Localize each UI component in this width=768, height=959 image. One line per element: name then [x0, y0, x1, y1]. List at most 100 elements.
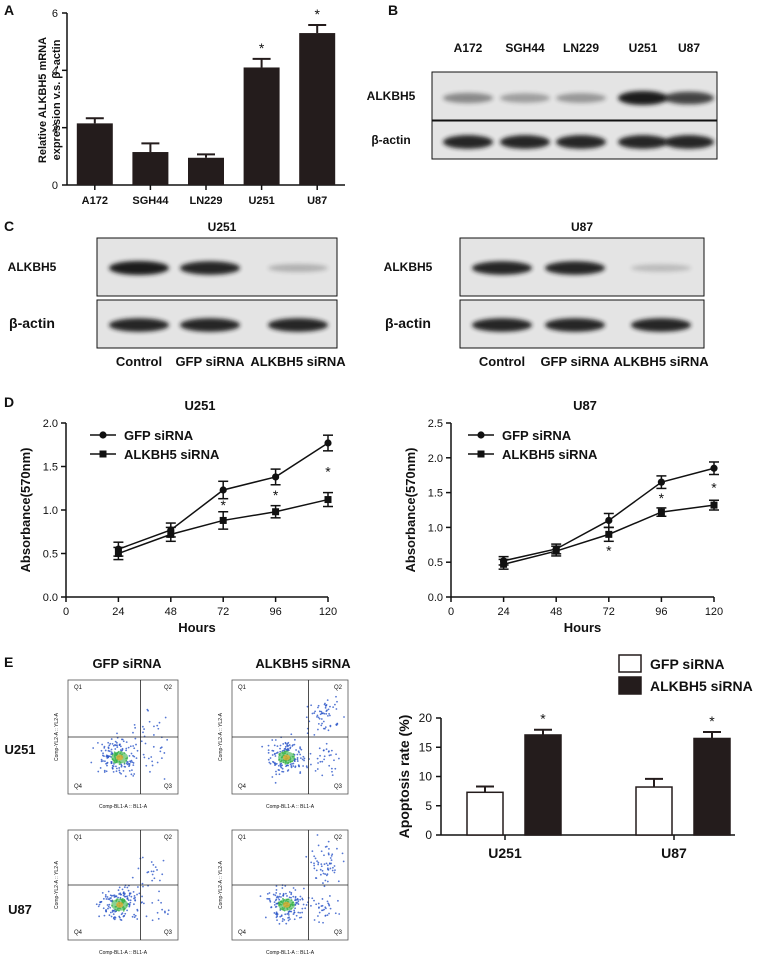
flow-dot — [156, 724, 159, 727]
flow-dot — [313, 919, 316, 921]
flow-dot — [302, 887, 305, 890]
flow-dot — [296, 760, 299, 762]
legend-marker — [477, 450, 485, 458]
flow-dot — [128, 763, 131, 765]
data-point — [272, 473, 280, 481]
flow-dot — [103, 914, 106, 917]
flow-dot — [278, 922, 281, 925]
flow-dot — [273, 912, 276, 914]
flow-dot — [133, 895, 136, 897]
flow-dot — [314, 877, 317, 879]
flow-dot — [149, 770, 151, 773]
y-axis-label: Apoptosis rate (%) — [396, 715, 412, 839]
flow-dot — [314, 710, 317, 713]
flow-dot — [276, 919, 278, 921]
x-tick-label: U251 — [488, 845, 522, 861]
flow-dot — [129, 745, 132, 748]
flow-dot — [147, 757, 150, 760]
blot-row-label: ALKBH5 — [367, 89, 416, 103]
flow-dot — [267, 749, 270, 752]
flow-dot — [321, 722, 323, 725]
flow-dot — [289, 763, 292, 766]
flow-dot — [132, 890, 135, 893]
flow-dot — [284, 885, 287, 887]
legend-label: ALKBH5 siRNA — [650, 678, 753, 694]
flow-dot — [134, 726, 137, 729]
flow-dot — [273, 744, 276, 747]
flow-dot — [151, 901, 154, 904]
flow-dot — [268, 761, 271, 764]
flow-dot — [128, 894, 131, 897]
flow-col-title: GFP siRNA — [92, 656, 162, 671]
flow-dot — [267, 744, 270, 747]
x-tick-label: 0 — [63, 606, 69, 618]
flow-dot — [318, 717, 321, 720]
flow-dot — [287, 919, 290, 922]
flow-dot — [120, 763, 123, 766]
flow-dot — [322, 921, 324, 924]
flow-dot — [301, 758, 304, 761]
flow-dot — [305, 904, 308, 906]
flow-dot — [279, 764, 282, 767]
flow-x-axis-label: Comp-BL1-A :: BL1-A — [99, 950, 148, 956]
flow-dot — [134, 914, 137, 917]
flow-dot — [331, 869, 334, 872]
flow-dot — [293, 909, 296, 912]
x-tick-label: A172 — [82, 195, 108, 207]
flow-dot — [326, 867, 329, 870]
flow-dot — [115, 767, 118, 770]
lane-label: LN229 — [563, 41, 599, 55]
flow-dot — [299, 895, 302, 898]
blot-row-label: ALKBH5 — [8, 260, 57, 274]
flow-dot — [328, 847, 330, 850]
flow-dot — [269, 899, 271, 902]
x-tick-label: 72 — [217, 606, 229, 618]
flow-dot — [333, 759, 335, 762]
flow-dot — [319, 868, 322, 871]
flow-dot — [146, 871, 149, 874]
flow-dot — [320, 865, 323, 868]
flow-dot — [126, 897, 129, 900]
flow-dot — [287, 912, 290, 915]
flow-dot — [295, 901, 298, 904]
y-tick-label: 1.0 — [43, 505, 58, 517]
flow-dot — [120, 913, 123, 916]
flow-dot — [327, 840, 330, 843]
flow-dot — [127, 889, 130, 892]
flow-quadrant-label: Q3 — [334, 784, 343, 790]
flow-dot — [156, 869, 158, 871]
flow-dot — [124, 912, 127, 915]
flow-dot — [296, 753, 299, 756]
flow-dot — [323, 703, 326, 706]
flow-dot — [106, 896, 109, 898]
flow-dot — [292, 765, 295, 767]
legend-label: GFP siRNA — [124, 428, 194, 443]
x-tick-label: U251 — [248, 195, 274, 207]
flow-dot — [97, 905, 100, 908]
flow-dot — [317, 844, 320, 847]
flow-dot — [123, 893, 126, 896]
flow-dot — [325, 704, 328, 706]
flow-dot — [298, 916, 301, 919]
flow-dot — [281, 887, 284, 889]
blot-title: U87 — [571, 220, 593, 234]
flow-dot — [132, 731, 134, 734]
legend-swatch — [618, 676, 642, 695]
flow-dot — [272, 750, 275, 752]
bar — [76, 123, 113, 185]
lane-label: U87 — [678, 41, 700, 55]
flow-dot — [285, 892, 287, 895]
flow-dot — [316, 834, 319, 836]
flow-quadrant-label: Q4 — [238, 784, 247, 790]
flow-dot — [152, 870, 155, 873]
flow-dot — [95, 903, 98, 906]
flow-dot — [283, 918, 286, 921]
flow-dot — [301, 911, 304, 914]
flow-dot — [311, 897, 314, 900]
chart-d-absorbance: U251 0.0 0.5 1.0 1.5 2.0 0 24 48 72 96 120 Hours Abso… — [18, 398, 723, 635]
flow-dot — [292, 762, 295, 765]
flow-dot — [110, 761, 113, 763]
lane-label: U251 — [629, 41, 658, 55]
flow-dot — [118, 886, 121, 889]
flow-dot — [130, 752, 133, 755]
